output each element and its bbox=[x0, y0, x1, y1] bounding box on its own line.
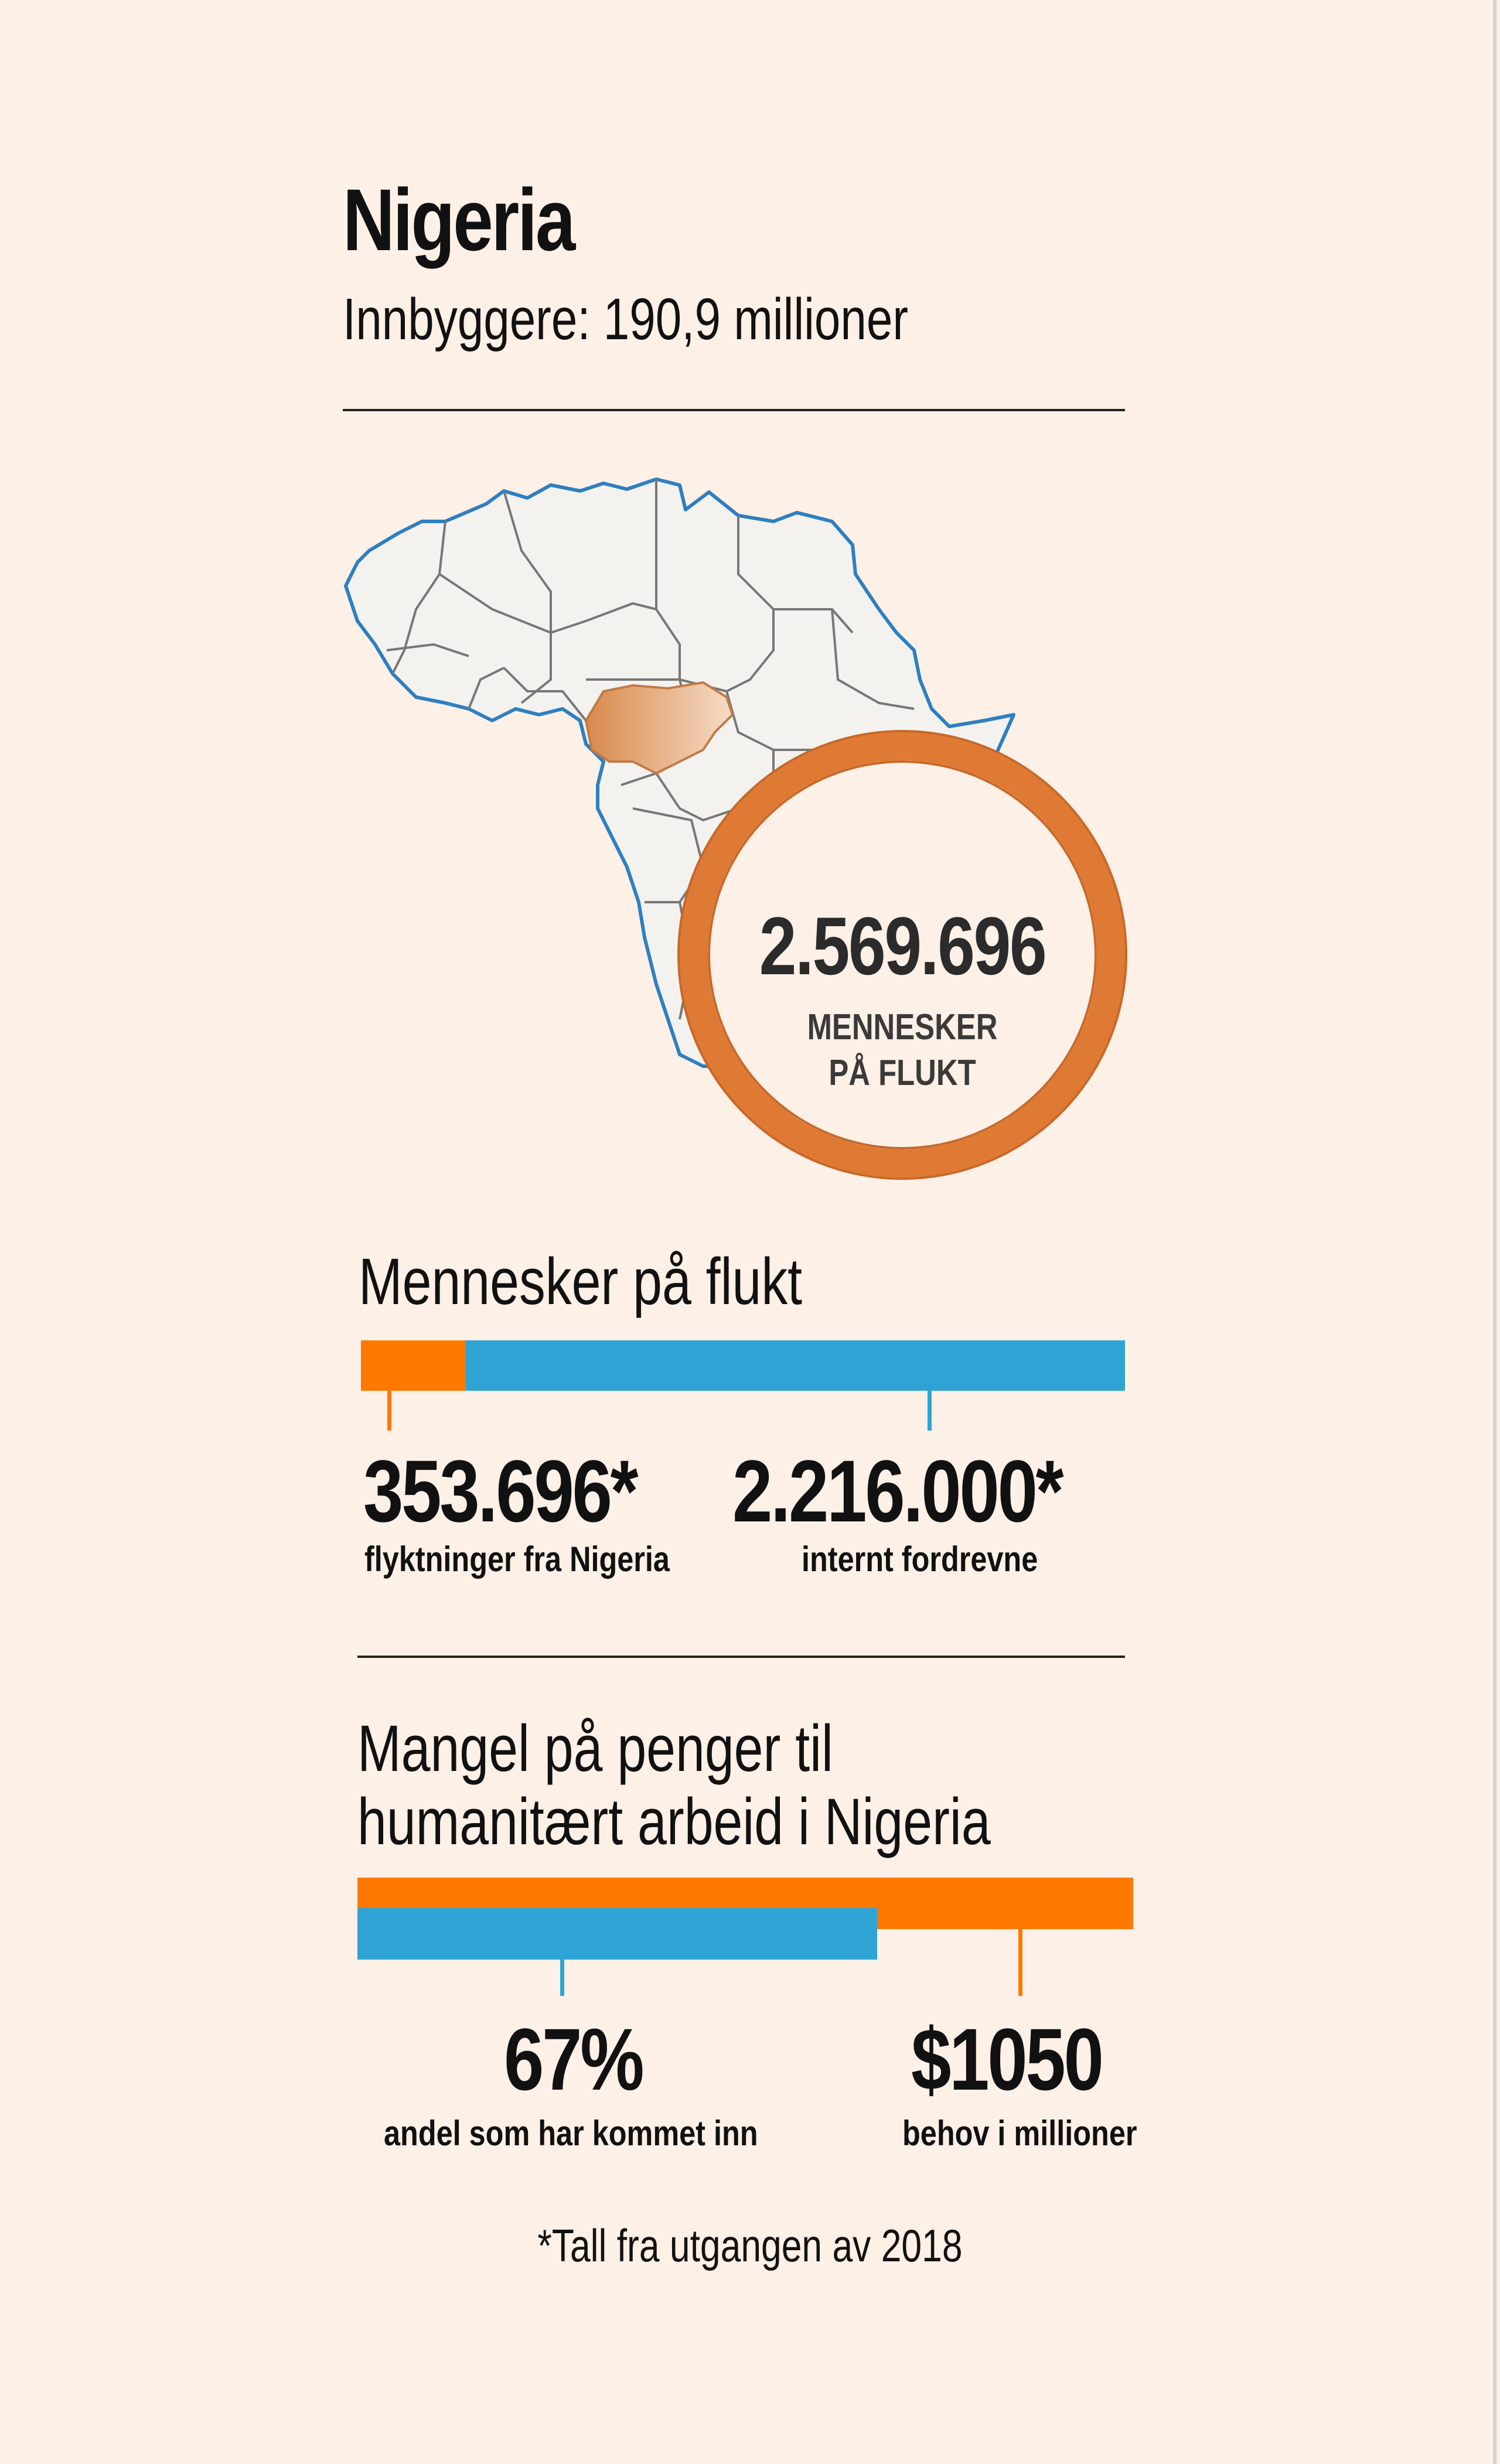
displacement-title: Mennesker på flukt bbox=[359, 1245, 803, 1318]
footnote: *Tall fra utgangen av 2018 bbox=[537, 2220, 963, 2271]
need-label: behov i millioner bbox=[902, 2114, 1137, 2153]
idp-bar-segment bbox=[466, 1340, 1125, 1391]
funding-title-line2: humanitært arbeid i Nigeria bbox=[357, 1785, 991, 1859]
section-divider bbox=[357, 1656, 1125, 1658]
refugee-tick bbox=[387, 1391, 391, 1431]
refugees-value: 353.696* bbox=[363, 1442, 639, 1540]
idp-value: 2.216.000* bbox=[732, 1442, 1064, 1540]
received-bar bbox=[357, 1908, 877, 1960]
refugees-label: flyktninger fra Nigeria bbox=[364, 1540, 670, 1579]
header-divider bbox=[343, 409, 1125, 411]
page-title: Nigeria bbox=[343, 170, 575, 269]
need-tick bbox=[1018, 1929, 1022, 1996]
total-displaced-label: MENNESKER PÅ FLUKT bbox=[720, 1005, 1085, 1096]
received-value: 67% bbox=[504, 2010, 645, 2108]
total-displaced-number: 2.569.696 bbox=[759, 900, 1047, 992]
funding-title-line1: Mangel på penger til bbox=[357, 1712, 833, 1785]
idp-tick bbox=[928, 1391, 932, 1431]
received-label: andel som har kommet inn bbox=[384, 2114, 758, 2153]
population-text: Innbyggere: 190,9 millioner bbox=[343, 286, 909, 352]
page-edge bbox=[1493, 0, 1496, 2464]
nigeria-highlight bbox=[584, 681, 734, 775]
ring-label-line2: PÅ FLUKT bbox=[829, 1052, 976, 1093]
refugee-bar-segment bbox=[361, 1340, 466, 1391]
funding-title: Mangel på penger til humanitært arbeid i… bbox=[357, 1712, 991, 1859]
received-tick bbox=[560, 1960, 564, 1996]
idp-label: internt fordrevne bbox=[802, 1540, 1038, 1579]
ring-label-line1: MENNESKER bbox=[807, 1007, 998, 1047]
need-value: $1050 bbox=[911, 2010, 1104, 2108]
